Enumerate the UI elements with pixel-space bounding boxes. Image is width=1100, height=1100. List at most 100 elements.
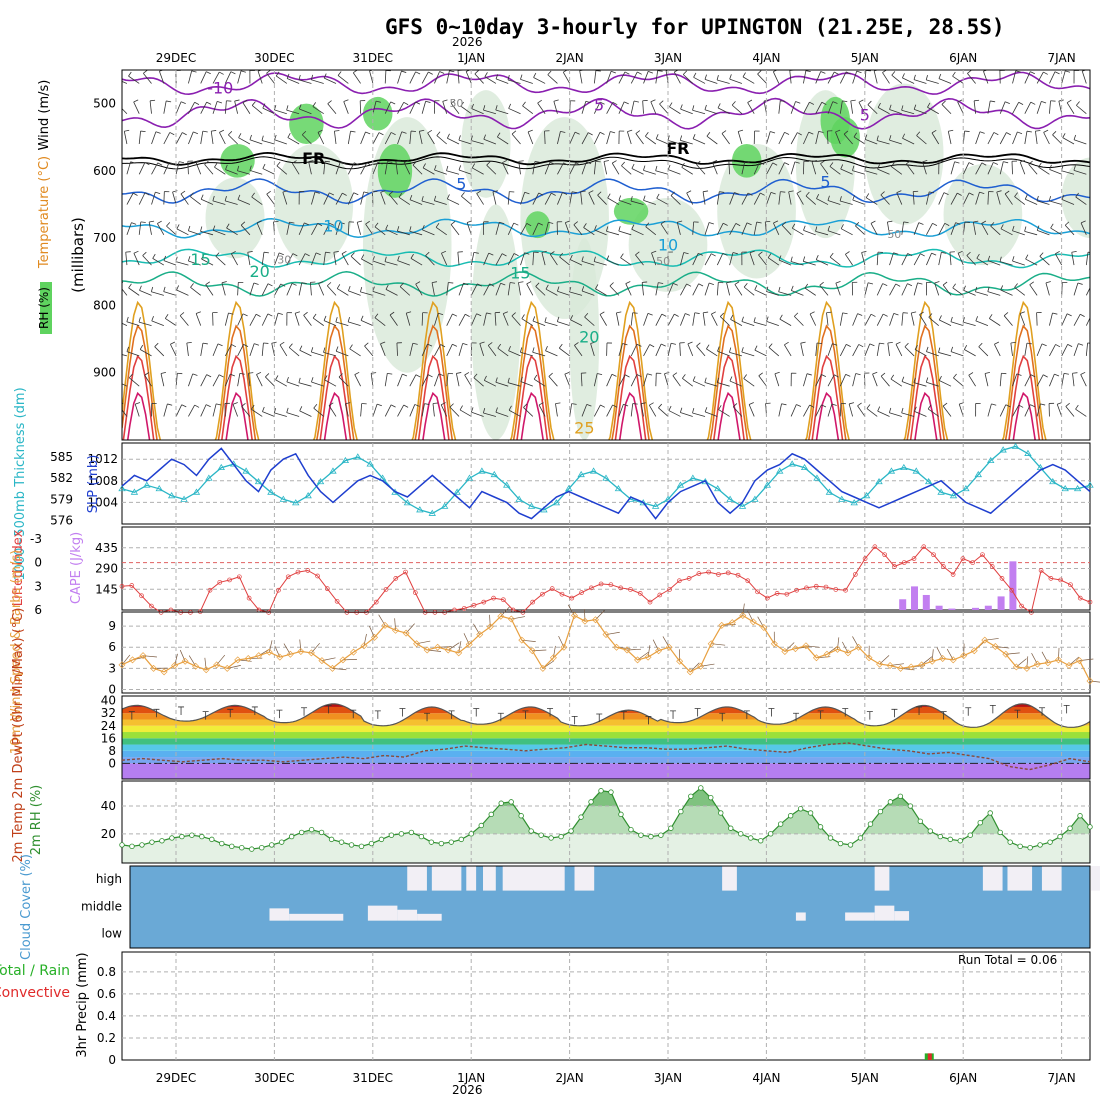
wind-barb	[658, 407, 669, 417]
wind-barb	[877, 410, 890, 417]
date-label-bottom: 31DEC	[353, 1071, 393, 1085]
wind-barb-flag	[463, 282, 469, 286]
wind-barb	[261, 313, 269, 326]
wind-barb-flag	[670, 342, 677, 345]
min-max-marker	[153, 708, 160, 718]
wind-barb-flag	[115, 316, 117, 321]
wind-barb-flag	[901, 105, 904, 111]
wind-barb	[987, 162, 994, 175]
wind-barb	[901, 312, 904, 326]
wind-barb-flag	[816, 194, 820, 199]
wind-barb-flag	[206, 71, 211, 75]
wind-barb-flag	[623, 101, 629, 105]
wind-barb-flag	[337, 71, 342, 76]
wind-barb-flag	[661, 313, 667, 317]
wind-barb-flag	[760, 192, 765, 196]
wind-barb	[902, 137, 915, 145]
wind-barb	[360, 403, 363, 417]
wind-barb	[126, 351, 140, 357]
wind-barb-flag	[221, 281, 227, 284]
wind-barb	[731, 104, 743, 115]
wind-barb	[1036, 200, 1050, 205]
rh2m-marker	[877, 808, 884, 815]
thickness-marker	[143, 481, 151, 488]
lifted-marker	[676, 578, 682, 584]
wind-barb	[827, 343, 833, 357]
wind-barb	[286, 109, 300, 115]
wind-barb	[809, 313, 817, 326]
wind-barb-flag	[858, 99, 864, 103]
wind-barb	[840, 228, 853, 236]
wind-barb-flag	[821, 404, 827, 408]
temp2m-tick: 32	[101, 706, 116, 720]
wind-barb-flag	[267, 313, 273, 317]
wind-barb	[163, 291, 177, 296]
lifted-tick: 3	[34, 579, 42, 593]
wind-barb-flag	[716, 75, 719, 81]
wind-barb-flag	[560, 130, 566, 133]
lifted-marker	[745, 578, 751, 584]
lifted-marker	[1087, 599, 1093, 605]
wind-barb	[545, 288, 558, 296]
temp-2m-line	[121, 703, 1091, 728]
wind-barb	[618, 199, 632, 205]
wind-barb-flag	[510, 282, 516, 284]
rh2m-marker	[278, 839, 285, 845]
wind-barb-flag	[202, 130, 208, 133]
wind-barb-flag	[473, 373, 478, 378]
wind10m-marker	[970, 647, 978, 655]
wind-barb-flag	[440, 344, 446, 348]
wind-barb	[704, 222, 710, 235]
wind-barb	[442, 101, 448, 114]
wind-barb-flag	[1080, 313, 1085, 317]
wind-barb	[772, 71, 780, 84]
wind-barb-flag	[164, 314, 169, 319]
wind-barb	[1085, 252, 1089, 266]
wind-barb	[852, 70, 858, 84]
min-max-marker	[670, 710, 677, 719]
wind-barb	[502, 313, 509, 326]
wind-barb-flag	[399, 282, 404, 287]
rh-shade-light	[943, 164, 1023, 266]
wind-barb-flag	[827, 225, 830, 231]
wind-barb	[372, 101, 377, 114]
min-max-marker	[128, 711, 135, 720]
wind-barb	[1025, 198, 1038, 205]
wind-barb-flag	[767, 253, 772, 258]
wind-barb-flag	[809, 311, 815, 315]
wind-barb-flag	[717, 346, 720, 352]
date-label-bottom: 1JAN	[457, 1071, 485, 1085]
temp2m-frame	[121, 695, 1091, 780]
wind-barb	[1036, 71, 1044, 84]
wind-barb-flag	[1030, 404, 1035, 408]
wind-barb-flag	[571, 191, 578, 194]
wind-barb	[803, 131, 810, 145]
wind-barb-flag	[401, 70, 407, 73]
wind-barb	[966, 255, 976, 266]
wind-barb	[440, 404, 448, 417]
wind-barb-flag	[154, 342, 159, 347]
wind-barb	[716, 191, 720, 205]
wind-barb-flag	[310, 74, 314, 80]
wind-barb	[200, 230, 214, 236]
wind-barb-flag	[903, 221, 909, 224]
wind-barb	[676, 222, 681, 235]
wind-barb	[450, 224, 460, 236]
wind-barb-flag	[176, 285, 180, 291]
wind-barb-flag	[682, 70, 688, 75]
wind-barb-flag	[181, 404, 187, 408]
wind-barb	[975, 291, 989, 296]
wind-barb-flag	[474, 70, 479, 75]
wind-barb-flag	[273, 407, 277, 414]
wind-barb	[311, 381, 324, 387]
wind-barb-flag	[378, 132, 384, 136]
wind-barb-flag	[624, 374, 630, 378]
wind-barb-flag	[1014, 192, 1018, 197]
wind-barb	[372, 404, 378, 417]
wind-barb	[385, 289, 398, 296]
wind-barb	[981, 223, 989, 236]
wind-barb-flag	[758, 251, 763, 256]
rh2m-tick: 20	[101, 827, 116, 841]
min-max-marker	[694, 708, 701, 717]
